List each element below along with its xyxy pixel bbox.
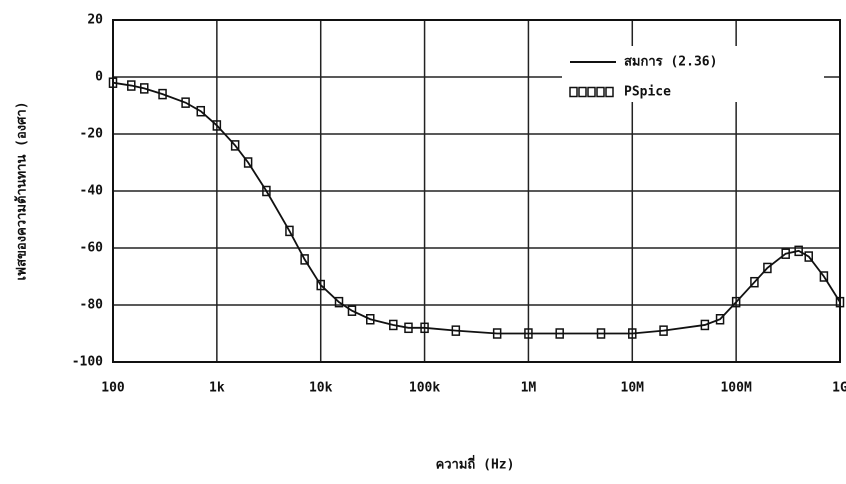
x-tick-label: 10k: [309, 381, 333, 396]
x-tick-label: 1k: [209, 381, 225, 396]
y-tick-label: 20: [87, 13, 103, 28]
line: [113, 83, 840, 334]
x-tick-label: 10M: [621, 381, 645, 396]
x-axis-label: ความถี่ (Hz): [436, 455, 515, 473]
x-tick-label: 1M: [521, 381, 537, 396]
y-tick-label: 0: [95, 70, 103, 85]
y-tick-label: -20: [80, 127, 104, 142]
x-tick-label: 100: [101, 381, 125, 396]
legend-label: สมการ (2.36): [624, 55, 717, 70]
y-tick-label: -40: [80, 184, 104, 199]
y-tick-label: -80: [80, 298, 104, 313]
legend-label: PSpice: [624, 85, 671, 100]
x-tick-label: 100M: [720, 381, 751, 396]
y-axis-label: เฟสของความต้านทาน (องศา): [14, 101, 30, 280]
x-tick-label: 100k: [409, 381, 440, 396]
y-tick-label: -60: [80, 241, 104, 256]
chart: ความถี่ (Hz) เฟสของความต้านทาน (องศา) -1…: [0, 0, 846, 480]
x-tick-label: 1G: [832, 381, 846, 396]
y-tick-label: -100: [72, 355, 103, 370]
